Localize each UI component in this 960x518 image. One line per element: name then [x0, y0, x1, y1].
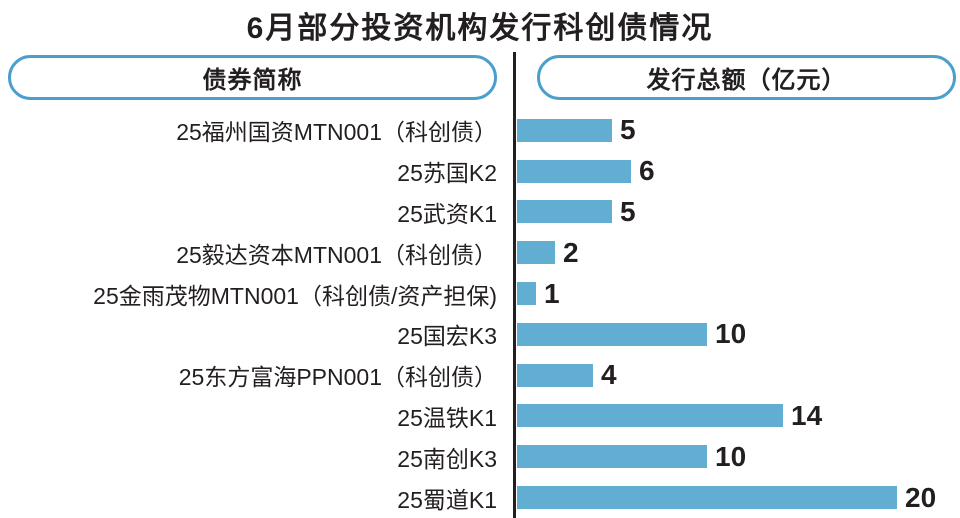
- chart-title: 6月部分投资机构发行科创债情况: [246, 12, 714, 45]
- value-label: 10: [715, 318, 747, 350]
- value-bar: [517, 486, 897, 510]
- value-bar: [517, 200, 612, 224]
- value-label: 10: [715, 440, 747, 472]
- value-label: 20: [905, 481, 937, 513]
- chart-row: 25毅达资本MTN001（科创债） 2: [0, 232, 960, 273]
- bond-name-label: 25福州国资MTN001（科创债）: [176, 119, 497, 146]
- bond-name-label: 25蜀道K1: [397, 486, 497, 513]
- column-header-bond-name: 债券简称: [8, 55, 497, 100]
- bond-name-label: 25国宏K3: [397, 323, 497, 350]
- chart-row: 25国宏K3 10: [0, 314, 960, 355]
- value-bar: [517, 363, 593, 387]
- value-label: 1: [544, 277, 560, 309]
- axis-line: [513, 52, 516, 518]
- value-bar: [517, 118, 612, 142]
- bond-name-label: 25苏国K2: [397, 160, 497, 187]
- chart-row: 25武资K1 5: [0, 192, 960, 233]
- chart-row: 25苏国K2 6: [0, 151, 960, 192]
- value-label: 2: [563, 236, 579, 268]
- value-bar: [517, 241, 555, 265]
- bar-area: 6: [517, 157, 655, 185]
- chart-row: 25金雨茂物MTN001（科创债/资产担保) 1: [0, 273, 960, 314]
- value-label: 4: [601, 359, 617, 391]
- value-label: 6: [639, 155, 655, 187]
- bar-area: 2: [517, 236, 579, 268]
- value-bar: [517, 282, 536, 306]
- chart-row: 25蜀道K1 20: [0, 477, 960, 518]
- column-header-issuance-amount: 发行总额（亿元）: [537, 55, 956, 100]
- value-label: 14: [791, 399, 823, 431]
- value-bar: [517, 322, 707, 346]
- bar-area: 1: [517, 277, 560, 309]
- value-label: 5: [620, 114, 636, 146]
- bar-area: 5: [517, 195, 636, 227]
- chart-row: 25南创K3 10: [0, 436, 960, 477]
- bond-name-label: 25毅达资本MTN001（科创债）: [176, 241, 497, 268]
- bond-name-label: 25武资K1: [397, 200, 497, 227]
- bond-name-label: 25东方富海PPN001（科创债）: [178, 364, 497, 391]
- chart-rows: 25福州国资MTN001（科创债） 5 25苏国K2 6 25武资K1 5 25毅达资本MT…: [0, 110, 960, 518]
- value-bar: [517, 404, 783, 428]
- bond-name-label: 25温铁K1: [397, 404, 497, 431]
- bar-area: 5: [517, 116, 636, 144]
- chart-row: 25温铁K1 14: [0, 396, 960, 437]
- bond-name-label: 25南创K3: [397, 445, 497, 472]
- bar-area: 14: [517, 399, 823, 431]
- bar-area: 10: [517, 440, 747, 472]
- value-bar: [517, 445, 707, 469]
- value-bar: [517, 159, 631, 183]
- bar-area: 10: [517, 320, 746, 348]
- bar-area: 4: [517, 361, 617, 389]
- bond-name-label: 25金雨茂物MTN001（科创债/资产担保): [93, 282, 497, 309]
- bar-area: 20: [517, 481, 937, 513]
- chart-row: 25福州国资MTN001（科创债） 5: [0, 110, 960, 151]
- value-label: 5: [620, 195, 636, 227]
- chart-row: 25东方富海PPN001（科创债） 4: [0, 355, 960, 396]
